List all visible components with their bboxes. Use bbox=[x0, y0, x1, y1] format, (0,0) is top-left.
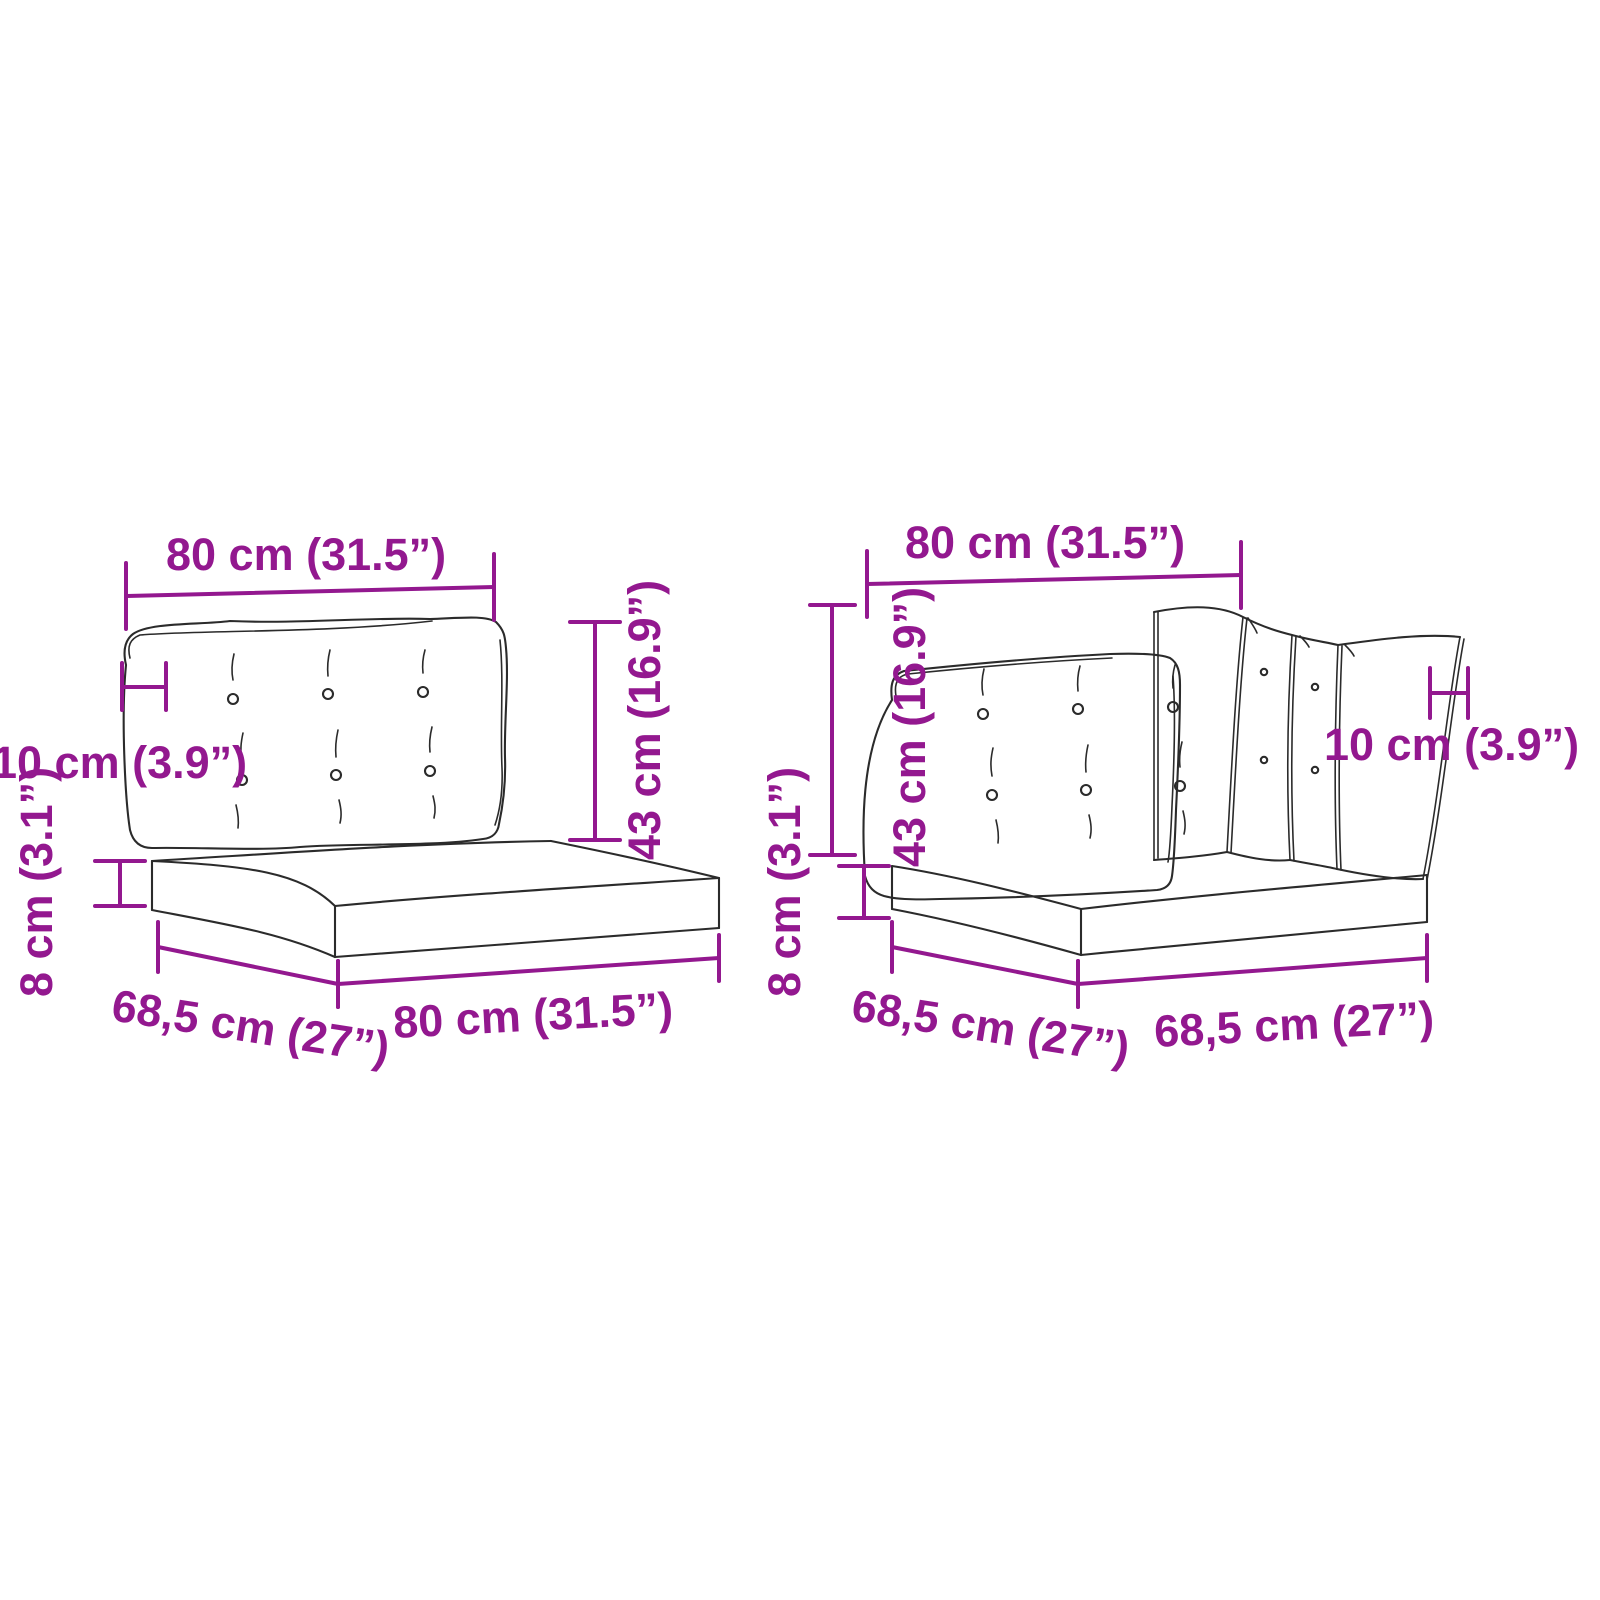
svg-text:43 cm (16.9”): 43 cm (16.9”) bbox=[619, 580, 670, 860]
svg-text:8 cm (3.1”): 8 cm (3.1”) bbox=[11, 767, 62, 997]
svg-text:10 cm (3.9”): 10 cm (3.9”) bbox=[1324, 719, 1579, 770]
svg-text:80 cm (31.5”): 80 cm (31.5”) bbox=[905, 517, 1185, 568]
svg-text:8 cm (3.1”): 8 cm (3.1”) bbox=[759, 767, 810, 997]
svg-text:80 cm (31.5”): 80 cm (31.5”) bbox=[166, 529, 446, 580]
svg-text:43 cm (16.9”): 43 cm (16.9”) bbox=[884, 587, 935, 867]
